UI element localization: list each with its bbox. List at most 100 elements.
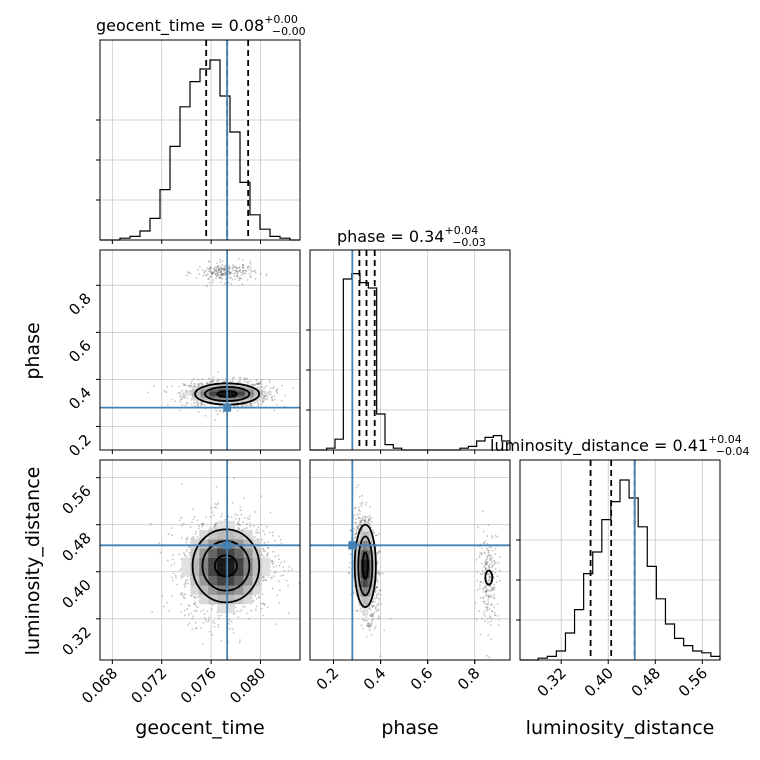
sample-point — [246, 517, 249, 520]
sample-point — [250, 402, 252, 405]
sample-point — [361, 517, 364, 519]
sample-point — [247, 381, 250, 384]
sample-point — [489, 579, 491, 582]
sample-point — [481, 573, 484, 575]
sample-point — [372, 605, 375, 608]
sample-point — [496, 602, 499, 605]
sample-point — [171, 594, 173, 597]
sample-point — [241, 264, 244, 267]
sample-point — [240, 513, 243, 516]
sample-point — [487, 564, 490, 567]
sample-point — [372, 615, 374, 618]
sample-point — [191, 594, 193, 597]
sample-point — [486, 603, 488, 606]
sample-point — [201, 403, 204, 406]
sample-point — [264, 550, 266, 553]
sample-point — [186, 402, 189, 405]
sample-point — [253, 401, 256, 404]
sample-point — [180, 592, 183, 594]
sample-point — [486, 542, 488, 545]
sample-point — [484, 586, 487, 589]
sample-point — [482, 542, 485, 544]
sample-point — [497, 615, 499, 617]
density-cell — [208, 567, 218, 577]
sample-point — [190, 382, 193, 384]
sample-point — [201, 403, 203, 406]
sample-point — [153, 385, 156, 387]
sample-point — [254, 595, 256, 597]
sample-point — [249, 522, 251, 525]
sample-point — [196, 385, 199, 388]
sample-point — [220, 614, 223, 617]
sample-point — [195, 530, 197, 533]
sample-point — [196, 519, 199, 522]
sample-point — [196, 403, 199, 405]
sample-point — [221, 272, 224, 275]
sample-point — [276, 594, 279, 597]
sample-point — [479, 551, 482, 554]
density-cell — [191, 393, 201, 396]
sample-point — [363, 619, 365, 622]
sample-point — [373, 611, 376, 614]
sample-point — [221, 513, 223, 515]
sample-point — [224, 269, 227, 271]
sample-point — [489, 575, 491, 578]
sample-point — [217, 371, 219, 373]
sample-point — [273, 395, 276, 397]
sample-point — [215, 486, 218, 488]
sample-point — [488, 578, 491, 581]
density-cell — [236, 385, 245, 388]
density-cell — [360, 596, 363, 606]
sample-point — [257, 383, 259, 385]
sample-point — [171, 534, 173, 536]
sample-point — [180, 577, 183, 580]
sample-point — [221, 264, 224, 266]
sample-point — [182, 383, 185, 385]
sample-point — [249, 269, 252, 272]
sample-point — [376, 586, 378, 589]
sample-point — [248, 272, 251, 275]
density-cell — [234, 539, 244, 549]
sample-point — [491, 617, 493, 620]
sample-point — [498, 555, 501, 558]
ytick-label-luminosity_distance-0: 0.32 — [58, 623, 94, 659]
sample-point — [259, 382, 262, 385]
sample-point — [369, 614, 371, 616]
sample-point — [287, 612, 290, 615]
sample-point — [367, 626, 370, 628]
sample-point — [257, 383, 260, 386]
sample-point — [211, 380, 214, 383]
sample-point — [249, 266, 252, 269]
sample-point — [205, 516, 208, 519]
sample-point — [174, 574, 177, 577]
sample-point — [358, 495, 361, 498]
sample-point — [217, 271, 219, 274]
sample-point — [358, 523, 361, 526]
sample-point — [210, 272, 213, 274]
sample-point — [358, 509, 360, 512]
sample-point — [291, 568, 293, 571]
sample-point — [487, 600, 490, 603]
sample-point — [199, 627, 202, 629]
sample-point — [213, 267, 216, 270]
density-cell — [262, 393, 272, 396]
sample-point — [273, 572, 276, 574]
sample-point — [483, 610, 486, 613]
sample-point — [216, 267, 218, 270]
sample-point — [368, 622, 370, 625]
sample-point — [485, 585, 488, 587]
sample-point — [374, 590, 377, 593]
sample-point — [248, 518, 251, 520]
title-phase: phase = 0.34+0.04 −0.03 — [337, 224, 486, 249]
sample-point — [369, 608, 372, 611]
panel-geocent_time-vs-phase — [100, 250, 300, 450]
sample-point — [262, 579, 264, 582]
sample-point — [482, 587, 485, 589]
sample-point — [219, 274, 222, 277]
sample-point — [209, 381, 212, 383]
sample-point — [483, 600, 486, 603]
sample-point — [266, 396, 269, 399]
sample-point — [223, 268, 226, 270]
sample-point — [370, 614, 373, 616]
sample-point — [264, 395, 267, 398]
